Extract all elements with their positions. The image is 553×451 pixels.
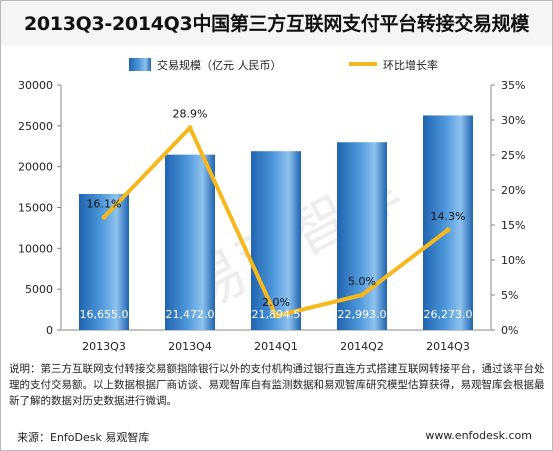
growth-value-label: 2.0% [262,296,290,309]
y-left-tick-label: 10000 [18,242,53,255]
bar [165,154,215,330]
y-right-tick-label: 20% [501,184,525,197]
bar [423,115,473,330]
chart-title: 2013Q3-2014Q3中国第三方互联网支付平台转接交易规模 [23,13,530,35]
title-bar: 2013Q3-2014Q3中国第三方互联网支付平台转接交易规模 [1,1,552,45]
y-right-tick-label: 25% [501,149,525,162]
bar-value-label: 26,273.0 [424,308,473,321]
x-tick-label: 2013Q3 [82,340,126,353]
x-tick-label: 2014Q3 [426,340,470,353]
y-left-tick-label: 30000 [18,79,53,92]
y-right-tick-label: 5% [501,289,518,302]
y-left-tick-label: 25000 [18,120,53,133]
growth-value-label: 5.0% [348,275,376,288]
legend-line-label: 环比增长率 [383,58,438,72]
y-right-tick-label: 30% [501,114,525,127]
growth-value-label: 16.1% [87,197,122,210]
bar-value-label: 22,993.0 [338,308,387,321]
growth-point [187,125,193,131]
growth-point [273,313,279,319]
bar-value-label: 21,472.0 [166,308,215,321]
bar-value-label: 21,894.5 [252,308,301,321]
explanatory-note: 说明：第三方互联网支付转接交易额指除银行以外的支付机构通过银行直连方式搭建互联网… [9,363,545,407]
growth-value-label: 28.9% [173,108,208,121]
y-left-tick-label: 20000 [18,161,53,174]
combo-chart: 易观智库 0500010000150002000025000300000%5%1… [18,58,525,353]
growth-point [101,214,107,220]
y-right-tick-label: 15% [501,219,525,232]
growth-value-label: 14.3% [431,210,466,223]
y-right-tick-label: 35% [501,79,525,92]
x-tick-label: 2014Q1 [254,340,298,353]
legend-bar-swatch [129,58,151,71]
x-tick-label: 2013Q4 [168,340,212,353]
y-left-tick-label: 0 [46,324,53,337]
y-right-tick-label: 0% [501,324,518,337]
bar [337,142,387,330]
y-left-tick-label: 5000 [25,283,53,296]
bar-value-label: 16,655.0 [80,308,129,321]
legend-bar-label: 交易规模（亿元 人民币） [157,58,282,72]
growth-point [445,227,451,233]
source-credit: 来源：EnfoDesk 易观智库 [17,431,150,444]
legend: 交易规模（亿元 人民币） 环比增长率 [129,58,438,72]
growth-point [359,292,365,298]
y-right-tick-label: 10% [501,254,525,267]
y-left-tick-label: 15000 [18,202,53,215]
x-tick-label: 2014Q2 [340,340,384,353]
website-link[interactable]: www.enfodesk.com [425,429,532,442]
bar [251,151,301,330]
